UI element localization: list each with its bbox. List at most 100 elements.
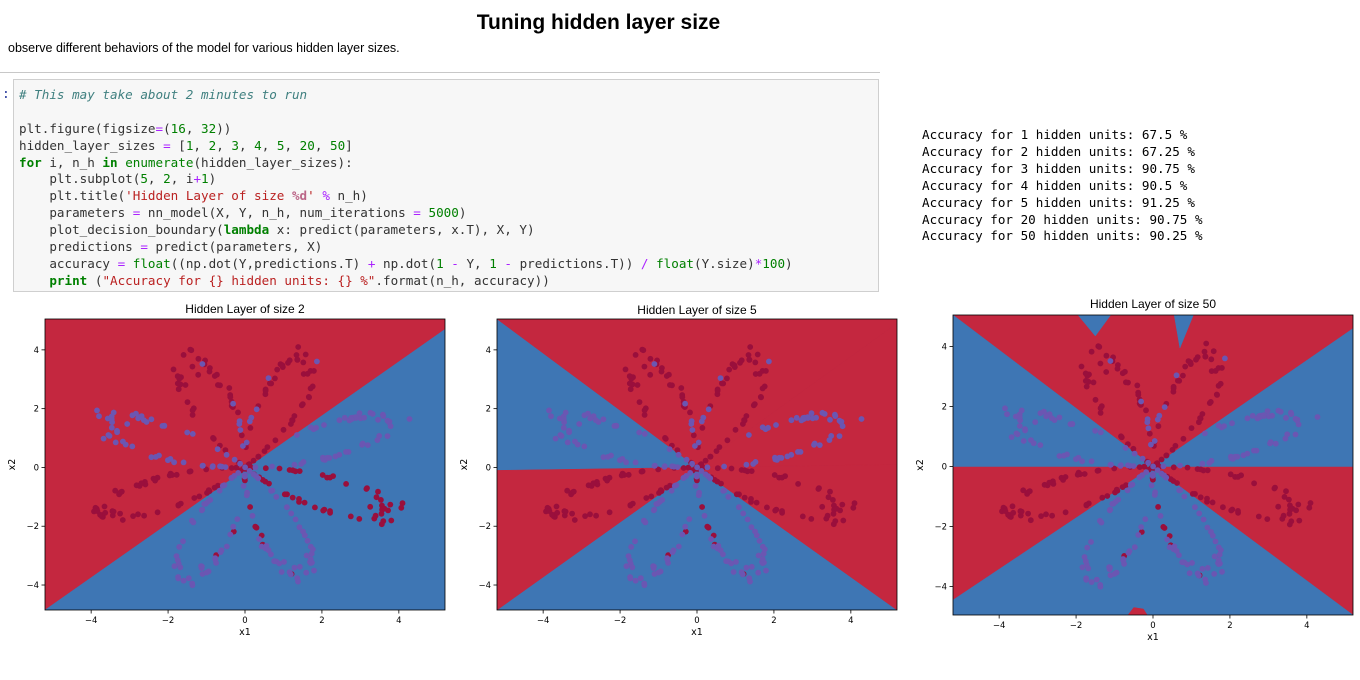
data-point-class-0 [718,480,724,487]
data-point-class-1 [673,482,680,488]
data-point-class-1 [303,552,310,559]
data-point-class-0 [830,521,837,528]
code-line [19,104,793,121]
data-point-class-0 [206,488,213,495]
data-point-class-1 [1215,422,1222,429]
data-point-class-1 [756,537,763,544]
data-point-class-1 [743,461,750,468]
data-point-class-0 [182,382,189,388]
data-point-class-0 [699,504,705,510]
data-point-class-1 [304,537,311,544]
data-point-class-1 [230,400,237,407]
code-token: 1 [201,171,209,187]
data-point-class-1 [249,512,256,519]
data-point-class-0 [259,477,266,483]
data-point-class-1 [241,473,248,480]
data-point-class-1 [227,531,234,538]
data-point-class-0 [1160,524,1167,530]
data-point-class-1 [268,487,275,494]
data-point-class-1 [773,422,779,428]
code-token: , [238,137,255,153]
data-point-class-0 [824,512,831,519]
data-point-class-1 [827,416,833,423]
decision-boundary-plot: Hidden Layer of size 5 −4 −2 0 2 4 −4 −2 0 2 4 x1 x2 [459,303,898,638]
data-point-class-1 [661,464,668,470]
data-point-class-1 [311,567,317,574]
data-point-class-0 [702,457,709,464]
data-point-class-1 [664,555,671,561]
code-cell[interactable]: # This may take about 2 minutes to run pl… [13,79,879,292]
data-point-class-1 [1097,582,1104,588]
data-point-class-0 [175,386,182,393]
data-point-class-0 [1099,494,1106,501]
data-point-class-1 [217,463,223,470]
code-token: 20 [299,137,315,153]
code-editor[interactable]: # This may take about 2 minutes to run pl… [19,87,793,290]
data-point-class-1 [552,435,559,442]
decision-region-blue [953,315,1154,467]
data-point-class-1 [1211,571,1218,577]
data-point-class-1 [659,497,666,503]
data-point-class-1 [698,468,705,474]
data-point-class-1 [276,560,283,567]
data-point-class-1 [1111,571,1118,577]
data-point-class-0 [1172,442,1179,449]
data-point-class-1 [1161,404,1168,410]
data-point-class-1 [223,451,230,458]
data-point-class-1 [788,417,795,424]
data-point-class-1 [698,418,705,425]
data-point-class-1 [668,487,675,494]
data-point-class-0 [1092,396,1099,403]
data-point-class-1 [124,421,131,427]
code-token: plot_decision_boundary( [19,222,224,238]
data-point-class-1 [152,454,159,460]
code-token: / [640,255,649,271]
data-point-class-1 [641,431,648,437]
data-point-class-1 [1008,434,1015,440]
data-point-class-0 [827,488,833,495]
data-point-class-1 [682,400,688,407]
data-point-class-0 [1193,356,1199,363]
data-point-class-0 [1286,496,1292,503]
x-axis-label: x1 [691,627,703,638]
data-point-class-0 [294,356,301,363]
data-point-class-1 [1199,460,1206,467]
data-point-class-1 [836,433,843,439]
data-point-class-0 [1289,505,1296,512]
data-point-class-1 [1098,519,1104,525]
data-point-class-0 [378,521,385,528]
data-point-class-0 [372,512,379,519]
data-point-class-0 [1264,516,1271,522]
data-point-class-1 [743,564,750,571]
code-token: # This may take about 2 minutes to run [19,87,308,102]
x-tick-label: 0 [694,616,699,626]
data-point-class-0 [102,509,109,516]
data-point-class-1 [96,413,102,420]
data-point-class-1 [592,417,599,423]
data-point-class-0 [655,466,662,473]
data-point-class-0 [1097,405,1104,412]
data-point-class-1 [1041,408,1047,415]
data-point-class-1 [1030,440,1037,447]
data-point-class-1 [1256,414,1263,421]
code-token: x: predict(parameters, x.T), X, Y) [269,222,535,238]
code-token: ( [163,120,171,136]
y-tick-label: −4 [26,581,39,591]
data-point-class-1 [604,454,611,460]
data-point-class-1 [653,501,660,507]
data-point-class-0 [399,500,406,507]
data-point-class-1 [296,524,303,531]
data-point-class-0 [667,382,673,388]
x-tick-label: 4 [848,616,853,626]
y-tick-label: −4 [478,581,491,591]
data-point-class-1 [1283,415,1289,421]
data-point-class-0 [604,477,610,484]
data-point-class-0 [210,435,216,441]
data-point-class-0 [666,371,672,378]
data-point-class-0 [261,448,268,454]
data-point-class-0 [1103,352,1110,359]
data-point-class-1 [230,523,237,530]
data-point-class-0 [94,508,101,514]
data-point-class-1 [1060,452,1067,459]
y-axis-label: x2 [7,459,18,471]
